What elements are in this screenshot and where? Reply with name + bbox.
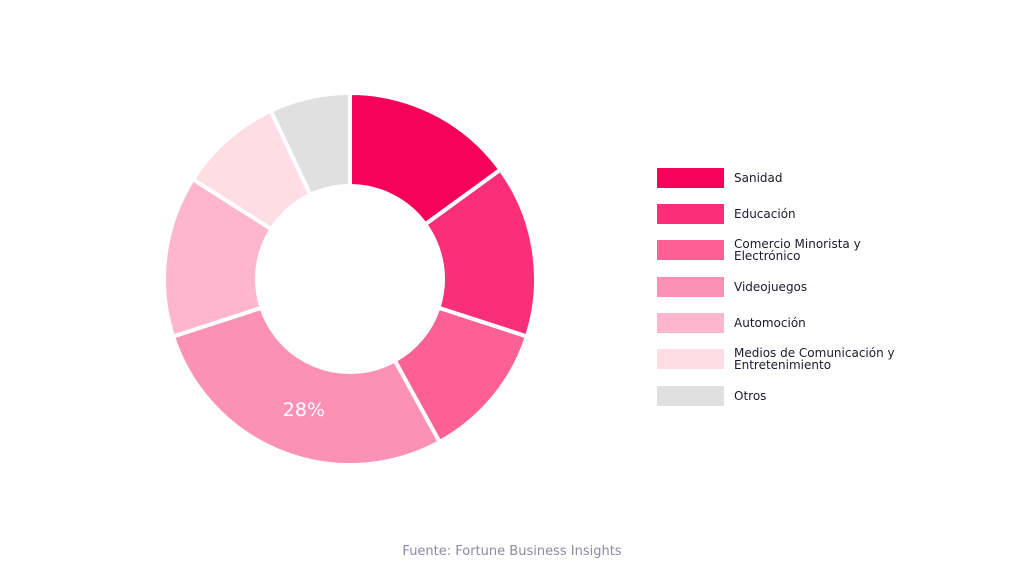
legend-label: Comercio Minorista y Electrónico bbox=[734, 237, 861, 263]
legend-swatch bbox=[657, 277, 724, 297]
source: Fuente: Fortune Business Insights bbox=[402, 544, 622, 559]
donut-segment bbox=[268, 90, 352, 198]
legend-item: Educación bbox=[657, 204, 917, 224]
donut-segment bbox=[170, 305, 443, 467]
legend-label: Medios de Comunicación y Entretenimiento bbox=[734, 346, 895, 372]
legend-swatch bbox=[657, 168, 724, 188]
legend-label: Educación bbox=[734, 207, 796, 221]
legend-item: Comercio Minorista y Electrónico bbox=[657, 237, 917, 263]
legend-swatch bbox=[657, 240, 724, 260]
legend-item: Medios de Comunicación y Entretenimiento bbox=[657, 346, 917, 372]
legend-label: Otros bbox=[734, 389, 767, 403]
legend-swatch bbox=[657, 313, 724, 333]
legend-item: Videojuegos bbox=[657, 277, 917, 297]
legend-swatch bbox=[657, 204, 724, 224]
legend-label: Automoción bbox=[734, 316, 806, 330]
legend-item: Otros bbox=[657, 386, 917, 406]
legend-item: Sanidad bbox=[657, 168, 917, 188]
donut-segment bbox=[348, 90, 504, 228]
legend-item: Automoción bbox=[657, 313, 917, 333]
legend-swatch bbox=[657, 349, 724, 369]
legend-label: Sanidad bbox=[734, 171, 783, 185]
legend-swatch bbox=[657, 386, 724, 406]
donut-segment bbox=[422, 166, 538, 339]
legend-label: Videojuegos bbox=[734, 280, 808, 294]
data-label: 28% bbox=[283, 399, 325, 421]
